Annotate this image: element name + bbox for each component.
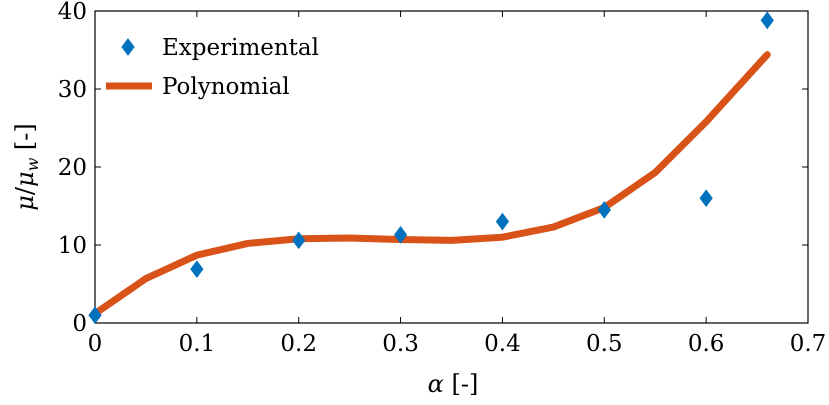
data-point-experimental	[760, 11, 774, 30]
legend-marker-experimental	[121, 38, 135, 56]
legend: Experimental Polynomial	[104, 28, 344, 106]
x-tick-label: 0.5	[586, 331, 623, 357]
x-tick-label: 0.1	[179, 331, 216, 357]
data-point-experimental	[190, 260, 204, 279]
x-tick-label: 0.3	[382, 331, 419, 357]
x-tick-label: 0.6	[688, 331, 725, 357]
series-line-polynomial	[91, 51, 771, 318]
x-axis-symbol: α	[428, 370, 452, 398]
axis-ticks: 0 0.1 0.2 0.3 0.4 0.5 0.6 0.7 0 10 20 30 40	[58, 0, 827, 357]
y-axis-label: μ/μw [-]	[11, 123, 42, 210]
y-tick-label: 0	[72, 311, 87, 337]
data-point-experimental	[393, 226, 408, 244]
data-point-experimental	[292, 231, 306, 250]
x-tick-label: 0.4	[484, 331, 521, 357]
y-tick-label: 20	[58, 155, 87, 181]
y-tick-label: 30	[58, 77, 87, 103]
legend-label-experimental: Experimental	[162, 35, 319, 61]
y-axis-subscript: w	[23, 157, 42, 171]
x-tick-label: 0.7	[790, 331, 827, 357]
legend-label-polynomial: Polynomial	[162, 74, 290, 100]
y-axis-unit: [-]	[11, 123, 39, 157]
y-tick-label: 40	[58, 0, 87, 25]
y-axis-slash: /	[11, 186, 39, 195]
x-axis-label: α [-]	[428, 370, 479, 398]
series-layer	[88, 11, 774, 325]
data-point-experimental	[88, 306, 102, 325]
x-tick-label: 0.2	[280, 331, 317, 357]
data-point-experimental	[495, 212, 510, 231]
x-axis-unit: [-]	[452, 370, 479, 398]
x-tick-label: 0	[88, 331, 103, 357]
legend-box	[104, 28, 344, 106]
data-point-experimental	[699, 189, 713, 208]
y-axis-symbol-2: μ	[11, 171, 39, 187]
y-axis-symbol: μ	[11, 195, 39, 211]
y-tick-label: 10	[58, 233, 87, 259]
data-point-experimental	[597, 201, 611, 219]
